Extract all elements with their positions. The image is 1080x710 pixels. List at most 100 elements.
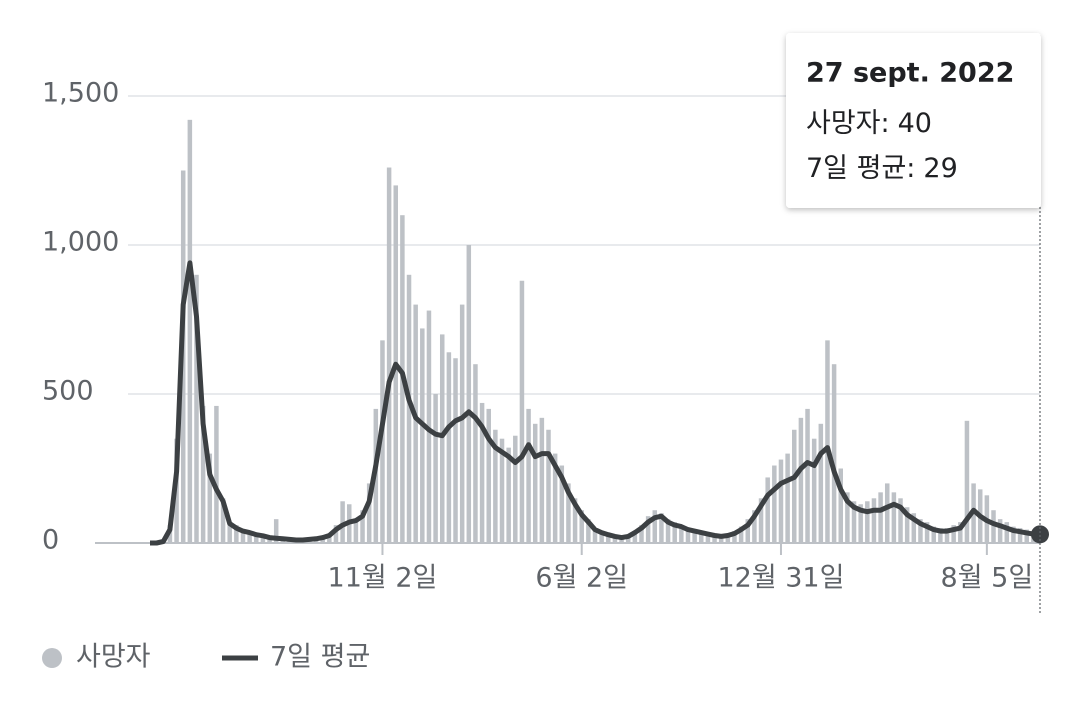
bar [220,498,226,543]
bar [997,519,1003,543]
bar [718,535,724,543]
bar [699,531,704,543]
bar [1011,526,1016,543]
x-tick-label: 11월 2일 [328,563,438,594]
bar [918,519,923,543]
bar [606,534,611,543]
bar [559,465,565,543]
bar [898,498,903,543]
bar [665,519,671,543]
bar [539,417,545,543]
bar [838,468,843,543]
bar [858,504,863,543]
bar [406,274,412,543]
bar [991,510,996,543]
bar [214,405,219,543]
tooltip-title: 27 sept. 2022 [806,58,1014,89]
bar [353,519,359,543]
bar [738,526,744,543]
bar [745,519,751,543]
bar [765,477,770,543]
bar [685,528,691,543]
tooltip-box [786,33,1041,208]
y-tick-label: 0 [42,525,59,556]
bar [227,522,232,543]
bar [1017,528,1023,543]
bar [645,516,651,543]
bar [705,533,711,543]
bar [871,498,877,543]
bar [612,535,618,543]
bar [506,447,511,543]
legend-label: 사망자 [76,642,151,673]
bar [931,526,936,543]
bar [639,525,644,543]
bar [752,510,757,543]
bar [340,501,345,543]
bar [632,531,638,543]
bar [499,438,505,543]
bar [792,429,797,543]
bar [273,519,279,543]
grid: 0 500 1,000 1,500 11월 2일 6월 2일 12월 31일 8월 5일 [42,78,1040,594]
bar [964,420,970,543]
bar [466,245,472,543]
bar [778,459,784,543]
bar [712,534,717,543]
bar [958,522,963,543]
bar [758,498,764,543]
bar [433,394,438,543]
tooltip-row: 7일 평균: 29 [806,153,958,184]
y-tick-label: 1,000 [42,227,119,258]
bar [572,498,578,543]
bar [1004,522,1010,543]
bar [659,513,664,543]
bar [327,534,332,543]
line [150,260,1041,546]
bar [187,119,193,543]
x-tick-label: 6월 2일 [535,563,628,594]
tooltip-value: 29 [923,153,957,184]
bar [652,510,658,543]
bar [798,417,804,543]
bar [938,528,943,543]
bar [513,435,518,543]
bar [831,364,837,543]
tooltip-row: 사망자: 40 [806,108,932,139]
bar [599,531,604,543]
bar [380,340,385,543]
bar [413,304,418,543]
bar [546,429,551,543]
tooltip-label: 사망자: [806,108,890,139]
bar [579,510,584,543]
bar [772,465,777,543]
bar [439,334,445,543]
bar [944,528,950,543]
bar [386,167,392,543]
bar [884,483,890,543]
bar [904,507,910,543]
tooltip: 27 sept. 2022 사망자: 40 7일 평균: 29 [786,33,1041,208]
legend-swatch [42,648,62,668]
bar [486,408,491,543]
y-tick-label: 1,500 [42,78,119,109]
bar [1024,529,1029,543]
lines [150,260,1049,546]
bar [911,513,917,543]
legend: 사망자 7일 평균 [42,642,370,673]
bar [891,492,897,543]
bar [459,304,465,543]
bar [552,453,558,543]
bar [951,525,956,543]
bar [446,352,452,543]
x-tick-label: 8월 5일 [941,563,1034,594]
bar [493,429,498,543]
bar [234,525,239,543]
bar [254,534,259,543]
bar [532,423,538,543]
bar [845,492,850,543]
bar [366,483,372,543]
tooltip-label: 7일 평균: [806,153,915,184]
